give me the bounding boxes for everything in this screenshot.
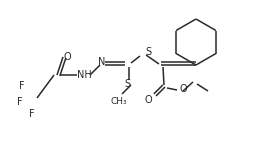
Text: O: O [144,95,152,105]
Text: O: O [63,52,71,62]
Text: F: F [17,97,23,107]
Text: F: F [29,109,35,119]
Text: NH: NH [77,70,91,80]
Text: S: S [124,79,130,89]
Text: N: N [98,57,106,67]
Text: CH₃: CH₃ [111,98,127,106]
Text: O: O [179,84,187,94]
Text: F: F [19,81,25,91]
Text: S: S [145,47,151,57]
